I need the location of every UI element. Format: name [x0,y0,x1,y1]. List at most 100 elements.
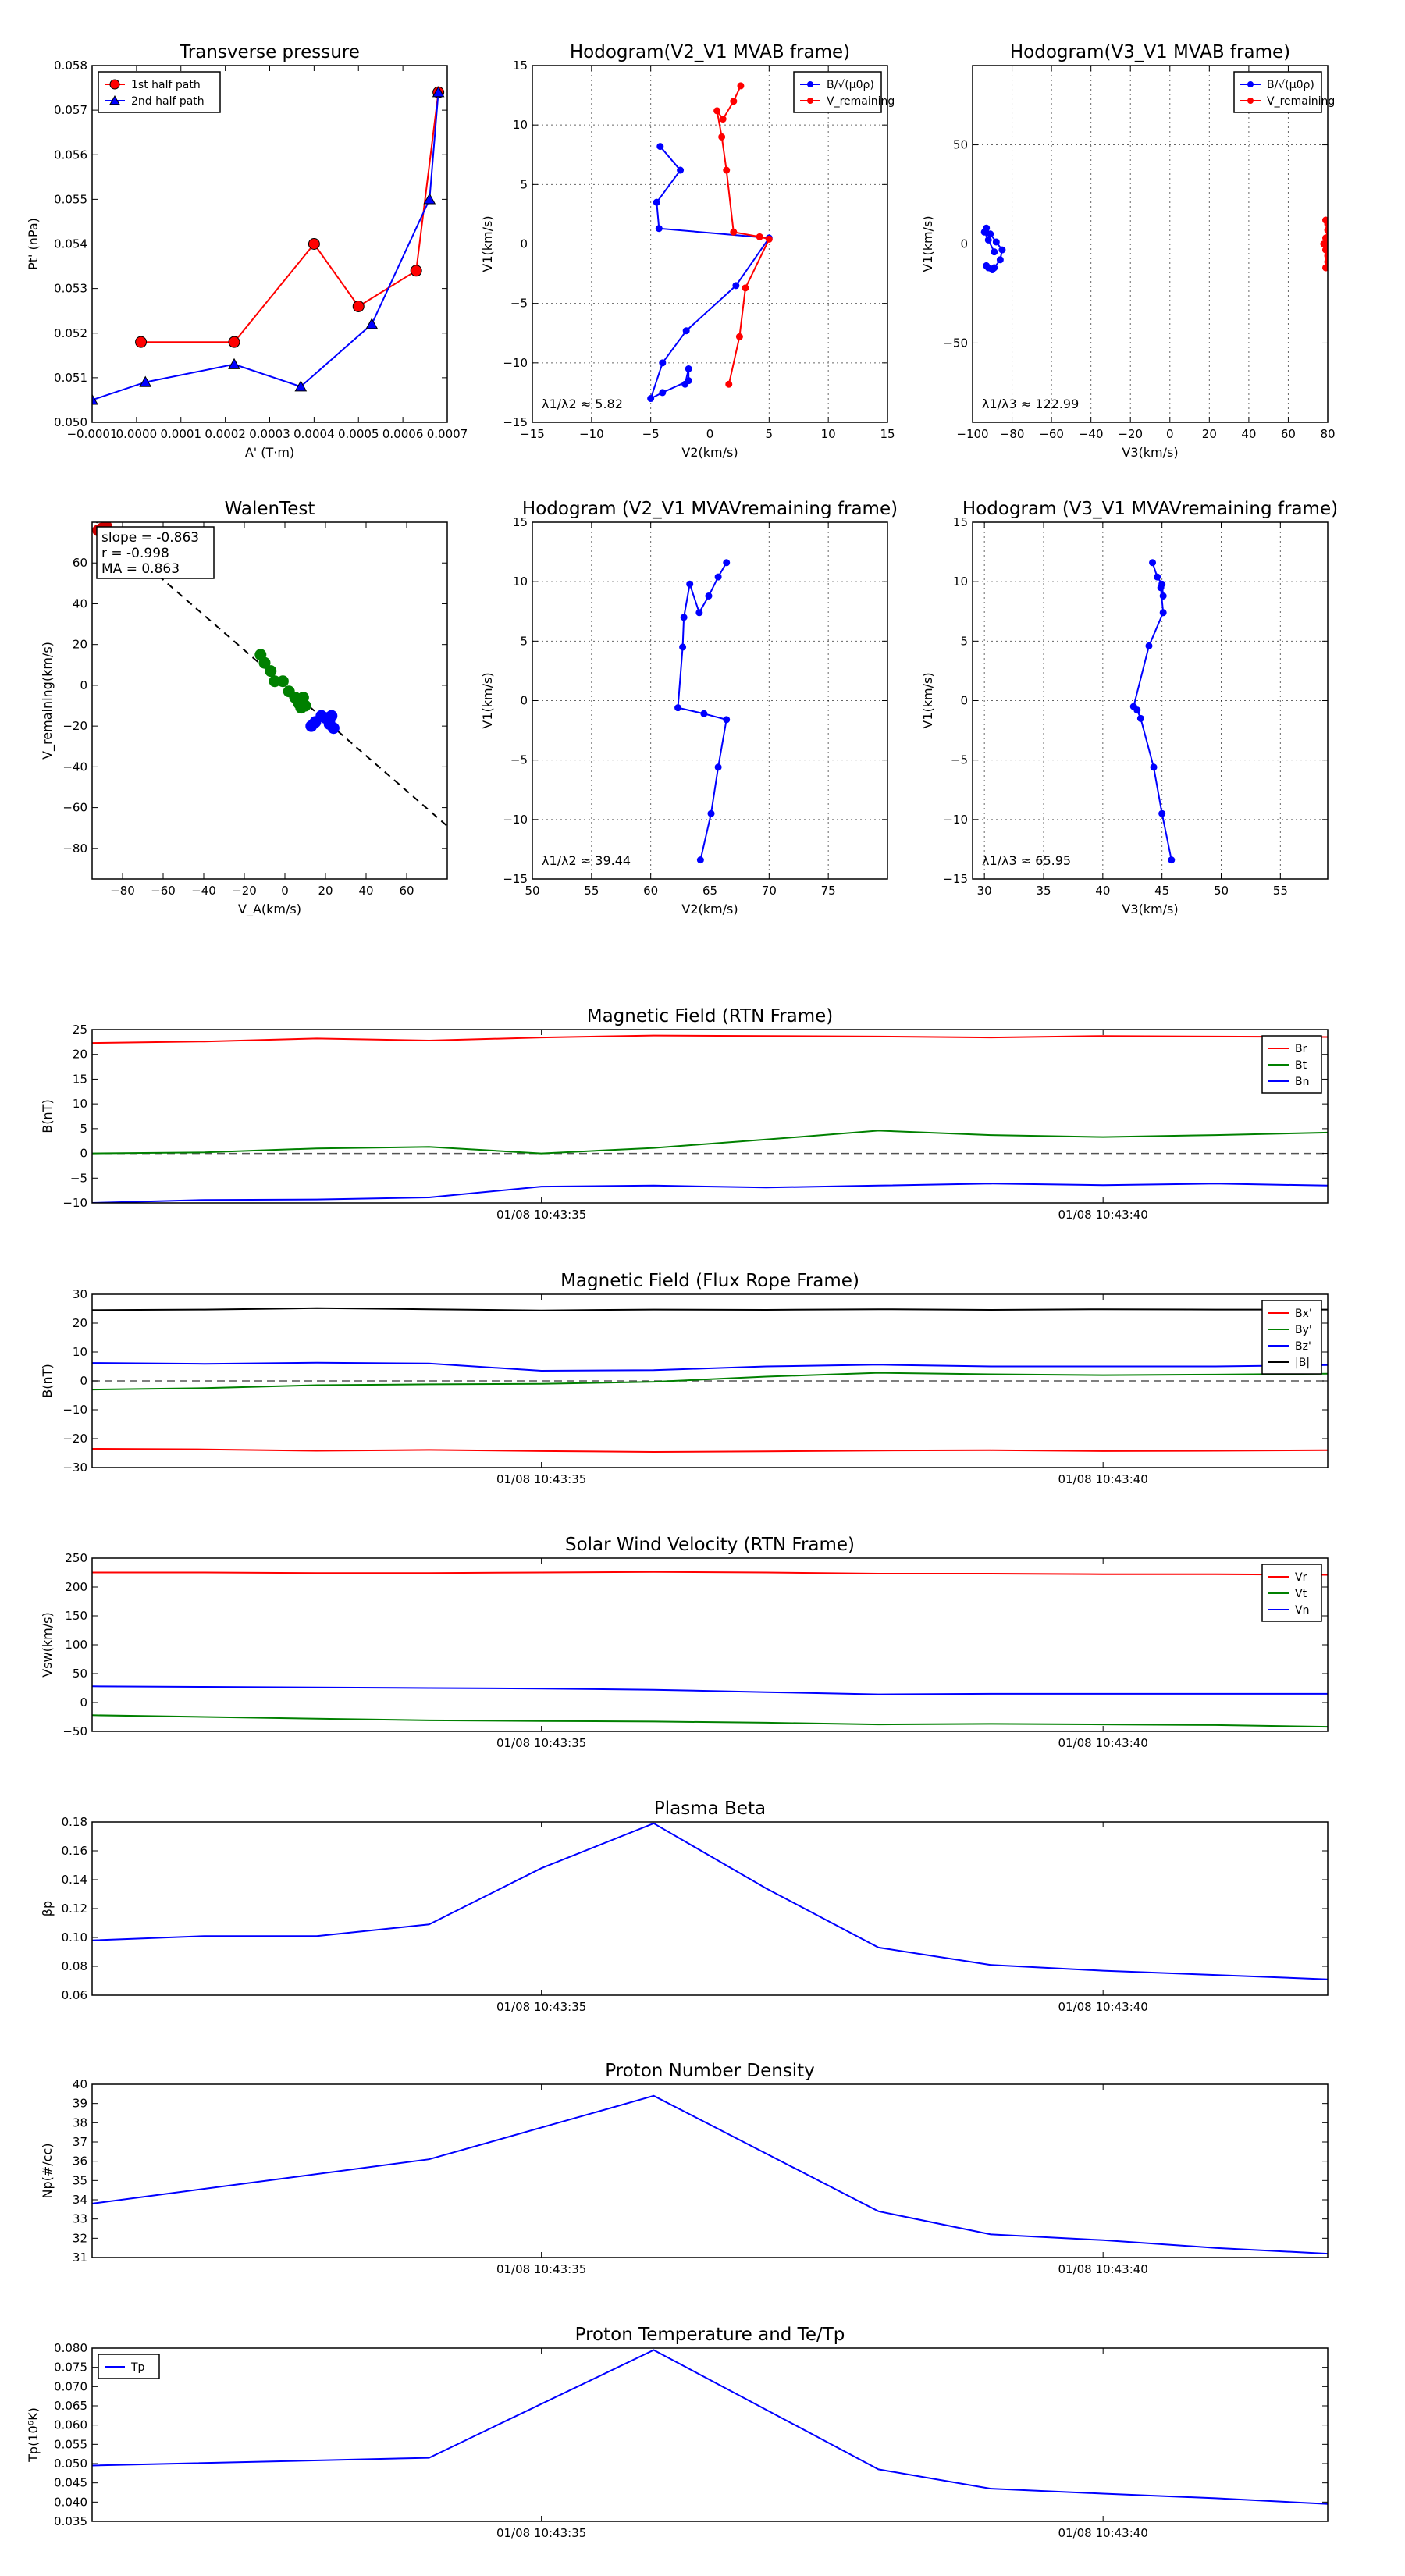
y-tick-label: 60 [73,556,87,570]
y-tick-label: 5 [520,177,528,191]
legend-label: Bt [1295,1059,1307,1072]
y-axis-label: V_remaining(km/s) [40,642,55,760]
series-line-1 [92,1130,1328,1155]
stats-line: r = -0.998 [101,546,169,561]
data-point [653,198,660,206]
series-line-0 [92,1571,1328,1576]
y-axis-label: Tp(10⁶K) [26,2407,41,2463]
x-tick-label: −10 [579,427,604,441]
data-point [656,143,664,151]
x-tick-label: 01/08 10:43:40 [1058,1208,1147,1222]
y-tick-label: −10 [62,1196,87,1210]
data-point [228,358,240,369]
legend-label: 1st half path [131,79,201,91]
data-point [294,380,308,392]
data-point [1321,264,1328,272]
y-tick-label: 0.056 [54,148,87,162]
y-tick-label: 0.10 [62,1930,87,1944]
legend-box [98,71,221,113]
data-layer [92,2094,1328,2255]
y-tick-label: 0 [960,694,968,708]
x-axis-label: V2(km/s) [681,445,738,460]
x-axis-label: V_A(km/s) [238,902,301,917]
y-axis-label: V1(km/s) [480,672,495,728]
y-tick-label: 250 [65,1551,87,1565]
x-tick-label: −100 [956,427,988,441]
y-tick-label: 0.12 [62,1902,87,1916]
y-tick-label: 0 [80,678,87,692]
data-point [980,228,988,236]
data-point [705,592,713,600]
legend-label: V_remaining [1267,95,1335,108]
legend-box [793,71,882,113]
data-point [228,336,240,348]
y-tick-label: 5 [960,634,968,648]
x-tick-label: 10 [821,427,836,441]
legend-label: Bz' [1295,1340,1311,1353]
x-tick-label: −40 [1079,427,1104,441]
data-point [1133,706,1141,714]
legend-marker [807,81,813,87]
y-axis-label: V1(km/s) [480,215,495,272]
x-tick-label: −60 [1039,427,1064,441]
chart-title: Hodogram(V2_V1 MVAB frame) [570,42,850,62]
data-layer [92,1822,1328,1980]
series-line-0 [92,1448,1328,1453]
y-tick-label: 0.055 [54,192,87,206]
x-tick-label: 5 [766,427,774,441]
series-line-0 [140,92,439,343]
y-tick-label: 37 [73,2135,87,2149]
chart-h1: −15 −10 −5 0 5 10 15 −15 −10 −5 0 5 10 15 Hodogram(V2_… [480,42,895,460]
x-tick-label: 01/08 10:43:40 [1058,2262,1147,2276]
y-tick-label: −30 [62,1461,87,1475]
data-point [998,246,1006,254]
chart-title: WalenTest [225,499,315,519]
x-tick-label: 50 [525,884,539,898]
data-point [714,763,722,771]
chart-walen: −80 −60 −40 −20 0 20 40 60 −80 −60 −40 −20 0 20 40 60 Wa… [40,499,448,917]
series-line-1 [92,92,439,401]
y-axis-label: βp [40,1901,55,1916]
y-tick-label: −5 [510,297,528,311]
x-tick-label: 75 [821,884,836,898]
data-point [1320,240,1328,247]
data-point [682,327,690,335]
x-tick-label: 0.0005 [338,427,379,441]
x-tick-label: 0.0006 [382,427,424,441]
y-tick-label: 0.045 [54,2476,87,2490]
data-point [1159,609,1167,617]
legend-label: Vt [1295,1588,1307,1600]
x-tick-label: 01/08 10:43:40 [1058,2000,1147,2014]
data-point [135,336,148,348]
x-tick-label: 15 [880,427,895,441]
chart-title: Solar Wind Velocity (RTN Frame) [565,1535,855,1555]
y-tick-label: −10 [503,356,528,370]
y-tick-label: 15 [513,515,528,529]
y-tick-label: −10 [503,813,528,827]
y-tick-label: 0.075 [54,2361,87,2375]
y-tick-label: −80 [62,841,87,856]
data-point [719,116,727,123]
data-point [1150,763,1158,771]
y-tick-label: 0.14 [62,1873,87,1887]
data-point [732,282,740,290]
y-tick-label: 15 [513,59,528,73]
y-tick-label: 10 [953,575,968,589]
y-tick-label: 36 [73,2154,87,2169]
legend-label: Tp [130,2361,145,2374]
data-point [730,98,738,105]
x-tick-label: 01/08 10:43:35 [496,1208,586,1222]
y-tick-label: 15 [953,515,968,529]
data-point [659,389,667,397]
data-point [1136,714,1144,722]
legend-label: By' [1295,1324,1312,1336]
data-point [714,573,722,581]
legend-marker [1247,98,1254,104]
legend-marker [807,98,813,104]
data-point [659,359,667,367]
x-tick-label: 65 [702,884,717,898]
x-tick-label: −40 [191,884,216,898]
